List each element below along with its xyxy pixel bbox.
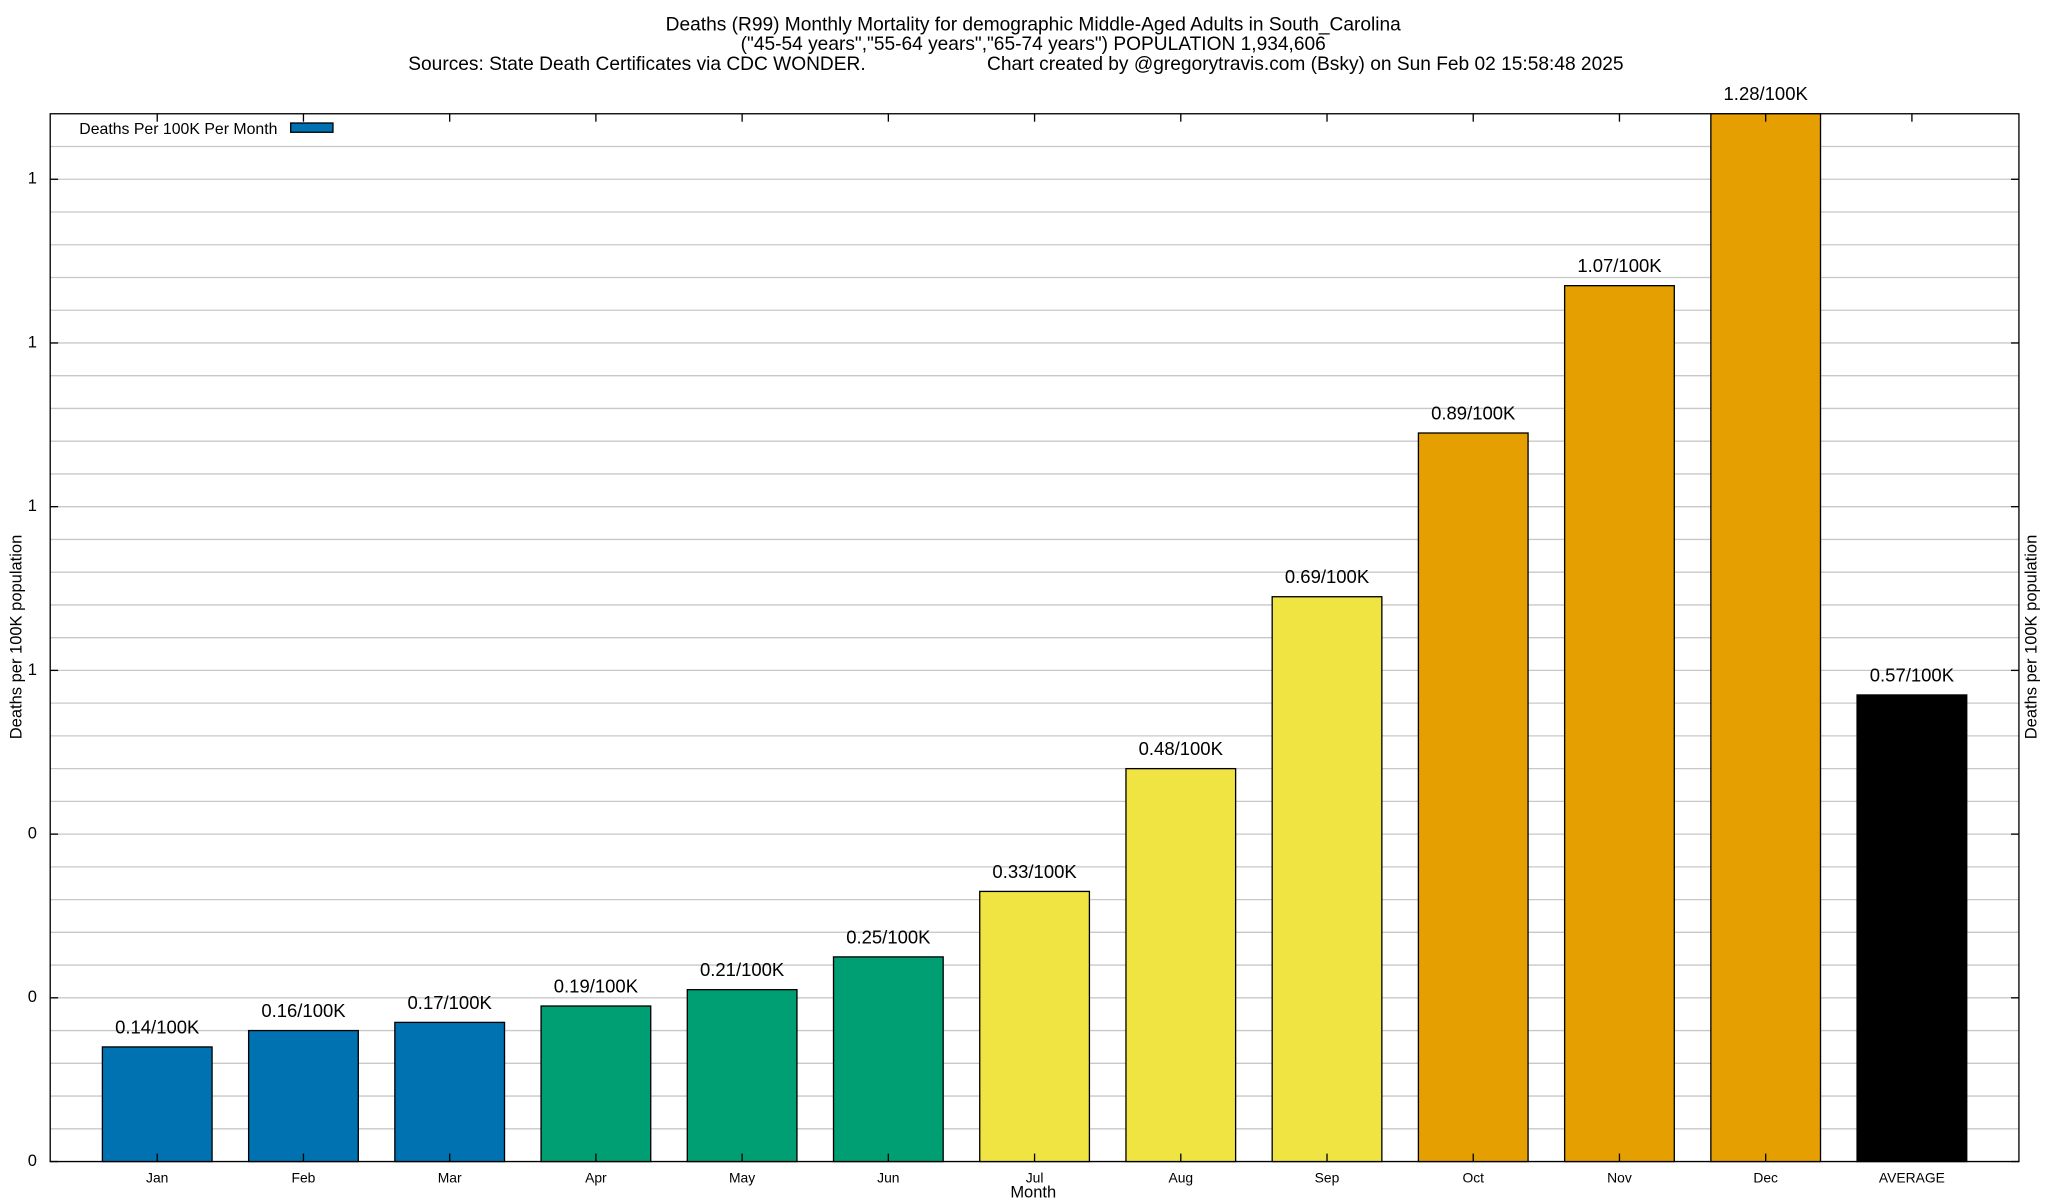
- bar: [1271, 596, 1383, 1163]
- x-tick-label: Jun: [877, 1169, 899, 1185]
- y2-axis-label: Deaths per 100K population: [2023, 535, 2041, 740]
- x-tick-label: Apr: [585, 1169, 607, 1185]
- x-tick-label: Aug: [1168, 1169, 1193, 1185]
- y-tick-label: 1: [28, 661, 37, 679]
- value-label: 1.07/100K: [1577, 255, 1662, 276]
- bar: [686, 988, 798, 1163]
- bar: [1856, 694, 1968, 1163]
- value-label: 0.16/100K: [261, 1000, 346, 1021]
- bar: [1125, 767, 1237, 1163]
- x-tick-label: Jan: [146, 1169, 168, 1185]
- x-tick-label: May: [729, 1169, 755, 1185]
- chart-credit: Chart created by @gregorytravis.com (Bsk…: [987, 54, 1624, 75]
- x-axis-label: Month: [1010, 1184, 1056, 1200]
- legend-label: Deaths Per 100K Per Month: [79, 121, 277, 138]
- x-tick-label: Nov: [1607, 1169, 1632, 1185]
- value-label: 0.14/100K: [115, 1016, 200, 1037]
- y-axis-label: Deaths per 100K population: [8, 535, 26, 740]
- y-tick-label: 1: [28, 497, 37, 515]
- chart-subtitle: ("45-54 years","55-64 years","65-74 year…: [741, 34, 1326, 55]
- x-tick-label: Jul: [1026, 1169, 1044, 1185]
- value-label: 0.69/100K: [1285, 566, 1370, 587]
- x-tick-label: Sep: [1315, 1169, 1340, 1185]
- bar: [247, 1029, 359, 1163]
- x-tick-label: Mar: [438, 1169, 462, 1185]
- x-tick-label: Oct: [1462, 1169, 1484, 1185]
- chart-source: Sources: State Death Certificates via CD…: [408, 54, 865, 75]
- value-label: 0.25/100K: [846, 926, 931, 947]
- value-label: 1.28/100K: [1724, 83, 1809, 104]
- y-tick-label: 0: [28, 824, 37, 842]
- x-tick-label: Dec: [1753, 1169, 1778, 1185]
- value-label: 0.17/100K: [408, 992, 493, 1013]
- value-label: 0.21/100K: [700, 959, 785, 980]
- y-tick-label: 1: [28, 333, 37, 351]
- bar: [979, 890, 1091, 1163]
- bar: [1710, 113, 1822, 1163]
- value-label: 0.57/100K: [1870, 664, 1955, 685]
- bar: [832, 956, 944, 1163]
- x-tick-label: Feb: [292, 1169, 316, 1185]
- bar: [540, 1005, 652, 1163]
- value-label: 0.48/100K: [1139, 738, 1224, 759]
- y-tick-label: 1: [28, 170, 37, 188]
- bar: [1417, 432, 1529, 1163]
- chart-title: Deaths (R99) Monthly Mortality for demog…: [666, 14, 1402, 35]
- value-label: 0.19/100K: [554, 975, 639, 996]
- y-tick-label: 0: [28, 1152, 37, 1170]
- y-tick-label: 0: [28, 988, 37, 1006]
- legend-swatch: [290, 122, 334, 133]
- x-tick-label: AVERAGE: [1879, 1169, 1945, 1185]
- bar: [394, 1021, 506, 1163]
- bar: [1563, 285, 1675, 1163]
- value-label: 0.33/100K: [992, 861, 1077, 882]
- value-label: 0.89/100K: [1431, 402, 1516, 423]
- bar: [101, 1046, 213, 1163]
